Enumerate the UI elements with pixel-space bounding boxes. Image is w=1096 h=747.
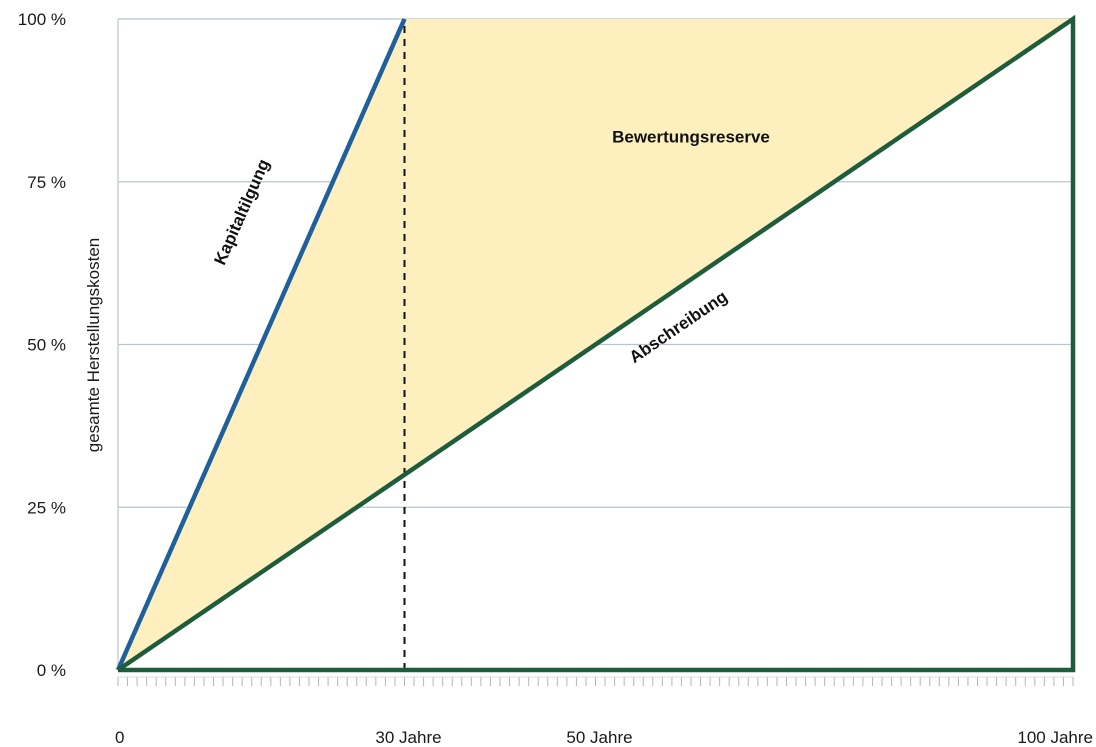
x-tick-label-100: 100 Jahre xyxy=(1017,728,1093,747)
y-tick-label-0: 0 % xyxy=(37,661,66,680)
annotation-bewertungsreserve: Bewertungsreserve xyxy=(612,128,770,147)
series-group xyxy=(115,14,1076,673)
x-axis-tick-labels: 0 30 Jahre 50 Jahre 100 Jahre xyxy=(115,728,1093,747)
annotation-kapitaltilgung: Kapitaltilgung xyxy=(210,156,273,267)
x-tick-label-30: 30 Jahre xyxy=(375,728,441,747)
y-tick-label-75: 75 % xyxy=(27,173,66,192)
y-tick-label-100: 100 % xyxy=(18,10,66,29)
y-tick-label-50: 50 % xyxy=(27,336,66,355)
y-axis-label: gesamte Herstellungskosten xyxy=(84,238,103,453)
x-axis-minor-ticks xyxy=(117,676,1074,686)
series-line-abschreibung xyxy=(116,14,1076,673)
series-line-kapitaltilgung xyxy=(115,18,407,671)
x-tick-label-50: 50 Jahre xyxy=(566,728,632,747)
x-tick-label-0: 0 xyxy=(115,728,124,747)
y-axis-tick-labels: 0 % 25 % 50 % 75 % 100 % xyxy=(18,10,66,680)
y-tick-label-25: 25 % xyxy=(27,498,66,517)
